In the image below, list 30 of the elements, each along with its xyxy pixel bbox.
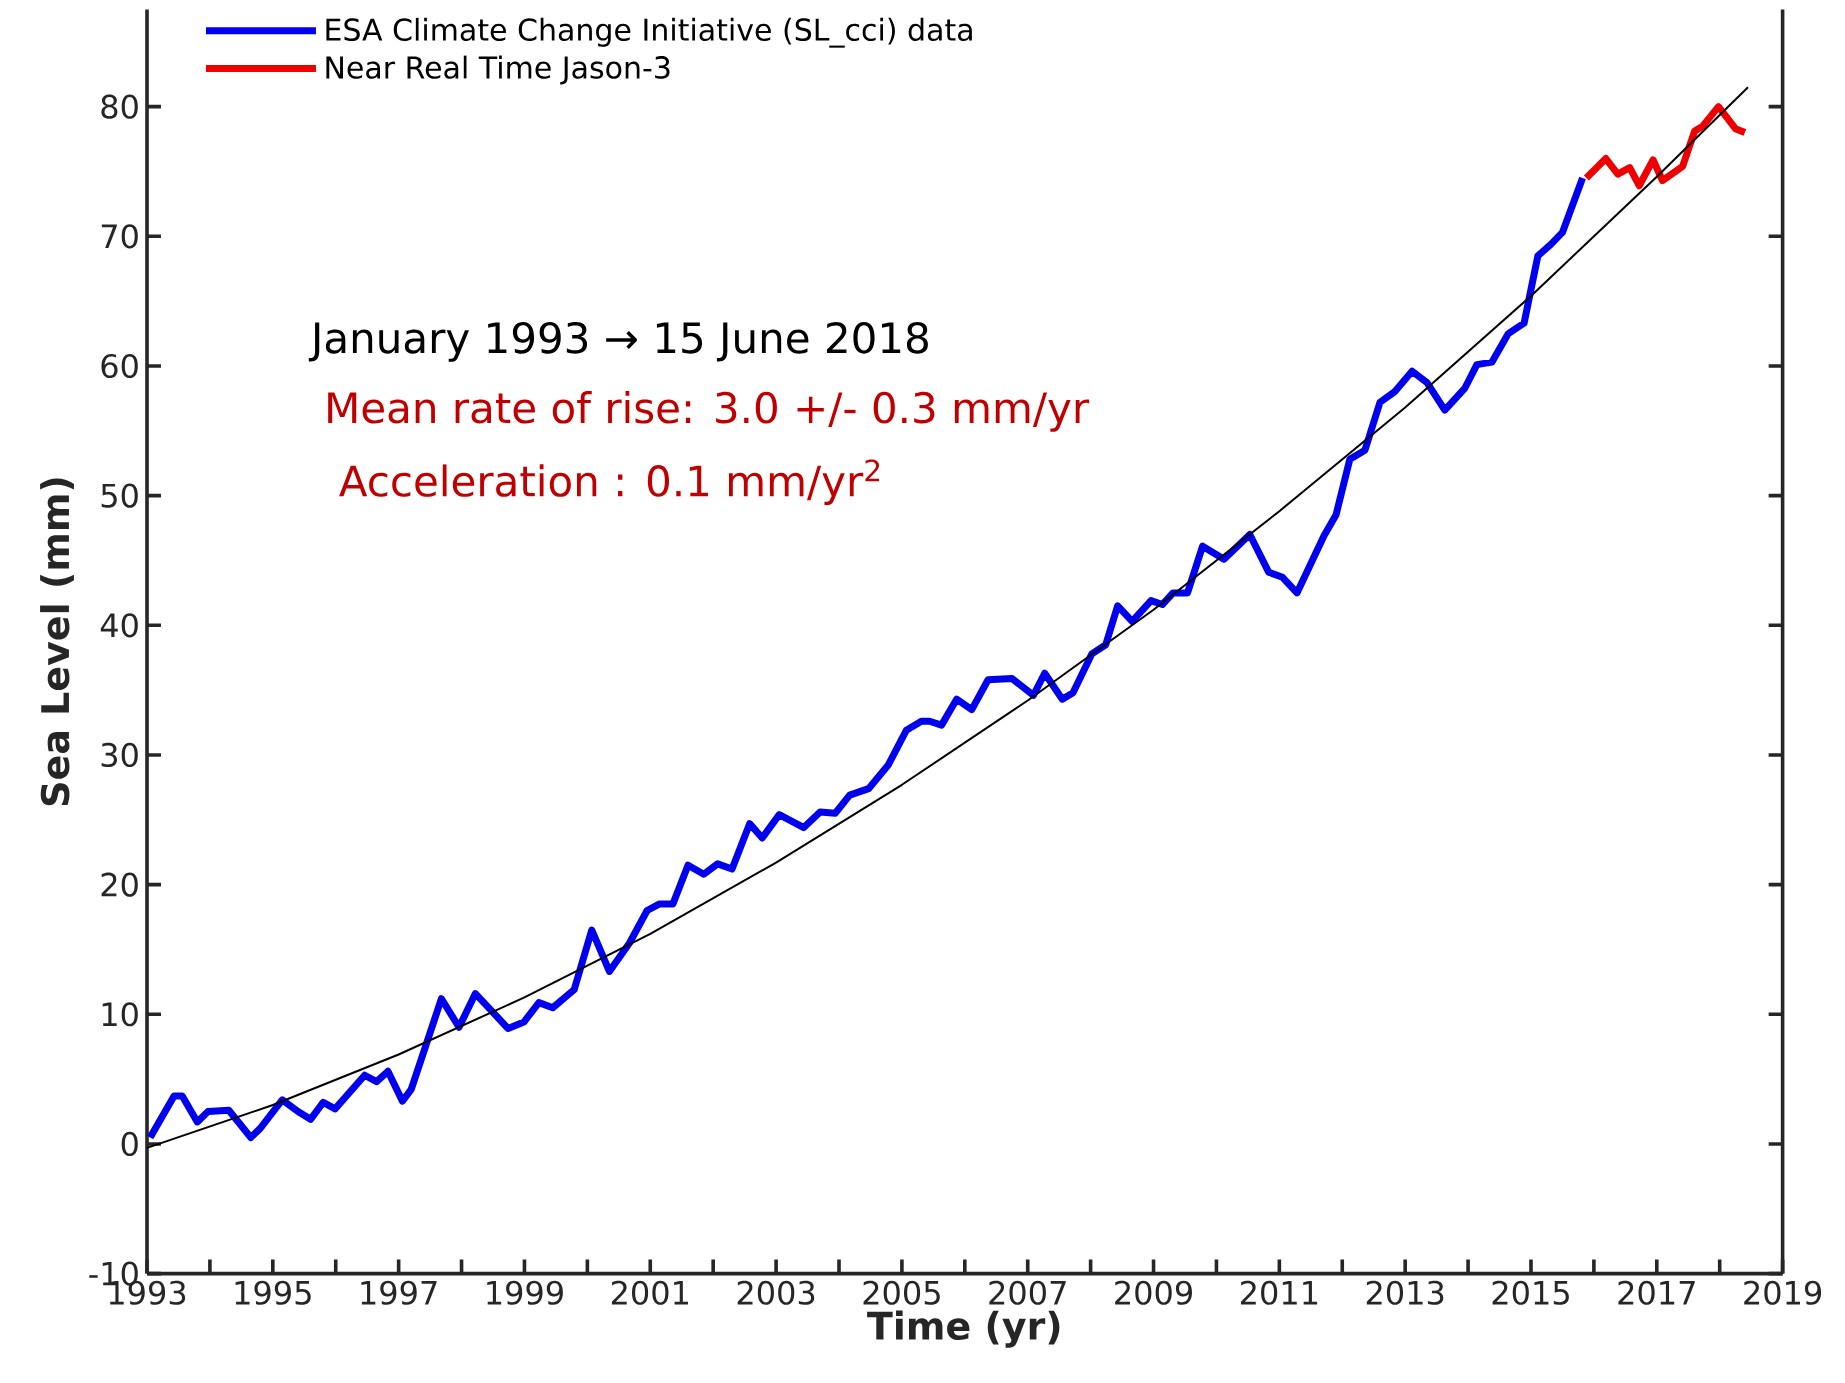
x-tick-label: 1997 bbox=[361, 1280, 437, 1305]
x-tick-label: 2019 bbox=[1744, 1280, 1822, 1305]
y-tick-label: 50 bbox=[101, 483, 138, 508]
x-tick-label: 2011 bbox=[1240, 1280, 1318, 1305]
x-tick-label: 1999 bbox=[487, 1280, 563, 1305]
x-tick-label: 2009 bbox=[1115, 1280, 1192, 1305]
annotation: January 1993 → 15 June 2018 bbox=[308, 321, 928, 362]
x-tick-label: 2005 bbox=[863, 1280, 940, 1305]
y-tick-label: 30 bbox=[101, 742, 138, 768]
x-tick-label: 2017 bbox=[1618, 1280, 1695, 1305]
y-tick-label: 60 bbox=[101, 353, 138, 379]
y-tick-label: 20 bbox=[101, 872, 138, 897]
x-axis-title: Time (yr) bbox=[867, 1310, 1060, 1348]
legend-label: ESA Climate Change Initiative (SL_cci) data bbox=[326, 17, 972, 48]
x-tick-label: 2001 bbox=[611, 1280, 689, 1305]
y-tick-label: 0 bbox=[121, 1131, 138, 1157]
y-tick-label: 40 bbox=[100, 613, 138, 638]
x-tick-label: 1995 bbox=[235, 1280, 311, 1305]
annotation: Acceleration : 0.1 mm/yr$^{2}$ bbox=[339, 459, 880, 506]
y-tick-label: 70 bbox=[101, 224, 138, 249]
y-tick-label: 10 bbox=[102, 1002, 138, 1027]
x-tick-label: 2003 bbox=[737, 1280, 815, 1305]
x-tick-label: 2007 bbox=[989, 1280, 1066, 1305]
x-tick-label: 2015 bbox=[1492, 1280, 1569, 1305]
y-axis-title: Sea Level (mm) bbox=[40, 478, 74, 806]
annotation: Mean rate of rise: 3.0 +/- 0.3 mm/yr bbox=[328, 391, 1090, 432]
legend-label: Near Real Time Jason-3 bbox=[326, 55, 670, 85]
y-tick-label: 80 bbox=[101, 94, 138, 119]
line-series bbox=[146, 86, 1750, 1149]
x-tick-label: 2013 bbox=[1366, 1280, 1444, 1305]
